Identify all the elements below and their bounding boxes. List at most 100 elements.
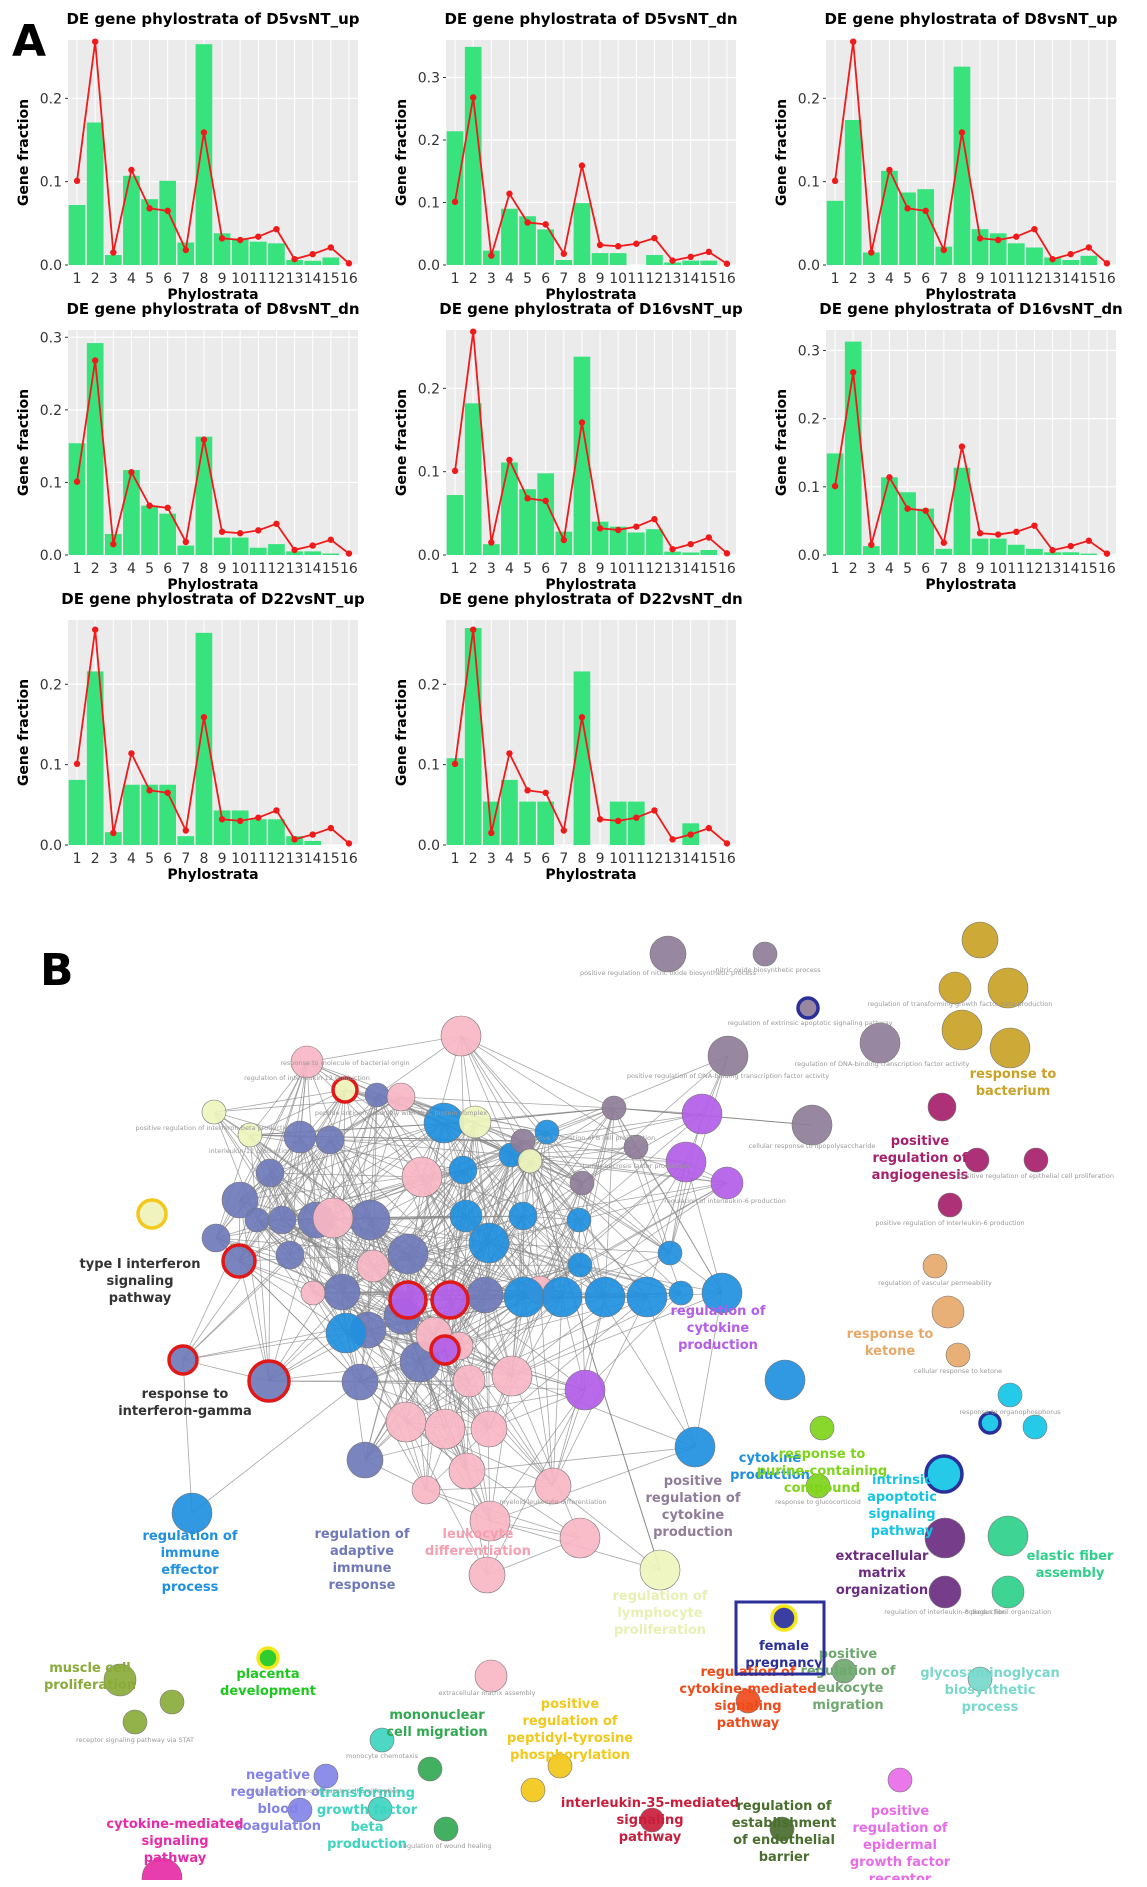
y-tick-label: 0.1: [418, 196, 440, 212]
cluster-label-line: regulation of: [143, 1529, 238, 1544]
y-axis-label: Gene fraction: [394, 389, 410, 496]
cluster-label-line: adaptive: [330, 1544, 394, 1559]
bar: [627, 532, 645, 555]
y-tick-label: 0.2: [40, 91, 62, 107]
network-node: [517, 1148, 543, 1174]
bar: [862, 546, 880, 555]
network-edge: [213, 1089, 346, 1113]
bar: [322, 553, 340, 555]
x-tick-label: 11: [249, 561, 267, 577]
small-node-label: extracellular matrix assembly: [439, 1689, 536, 1697]
x-tick-label: 4: [885, 561, 894, 577]
x-tick-label: 9: [596, 561, 605, 577]
x-tick-label: 16: [340, 851, 358, 867]
cluster-label-line: regulation of: [231, 1785, 326, 1800]
bar: [573, 356, 591, 555]
x-tick-label: 12: [268, 851, 286, 867]
cluster-label-line: positive: [541, 1697, 600, 1712]
line-point: [110, 249, 117, 256]
x-tick-label: 2: [91, 851, 100, 867]
small-node-label: monocyte chemotaxis: [346, 1752, 419, 1760]
network-node: [388, 1280, 428, 1320]
x-tick-label: 2: [469, 851, 478, 867]
x-tick-label: 11: [627, 851, 645, 867]
line-point: [236, 236, 244, 244]
bar: [989, 233, 1007, 265]
line-point: [651, 515, 658, 523]
bar: [501, 462, 518, 555]
x-tick-label: 14: [682, 851, 700, 867]
network-edge: [511, 1375, 581, 1539]
bar: [700, 550, 718, 555]
network-edge: [489, 1389, 586, 1522]
bar: [935, 548, 953, 555]
network-node: [534, 1119, 560, 1145]
line-point: [705, 248, 713, 256]
cluster-label-line: positive: [891, 1134, 950, 1149]
network-edge: [443, 1122, 541, 1291]
cluster-label: regulation of establishment of endothelial…: [732, 1799, 837, 1865]
line-point: [904, 205, 911, 212]
cluster-label-line: differentiation: [425, 1544, 531, 1559]
cluster-label: glycosaminoglycan biosynthetic process: [920, 1666, 1060, 1715]
cluster-label: intrinsic apoptotic signaling pathway: [867, 1473, 937, 1539]
bar: [881, 170, 898, 265]
small-node-label: peptide antigen assembly with MHC protei…: [315, 1109, 487, 1117]
cluster-label-line: phosphorylation: [510, 1748, 630, 1763]
cluster-label-line: glycosaminoglycan: [920, 1666, 1060, 1681]
network-edge: [529, 1160, 580, 1221]
network-node: [735, 1688, 761, 1714]
small-node-label: positive regulation of epithelial cell p…: [958, 1172, 1114, 1180]
network-node: [312, 1197, 354, 1239]
line-point: [560, 827, 568, 834]
cluster-label-line: lymphocyte: [617, 1606, 702, 1621]
line-point: [91, 357, 99, 364]
panel-a-label: A: [12, 16, 47, 67]
y-tick-label: 0.2: [418, 381, 440, 397]
go-enrichment-network: type I interferon signaling pathway respons…: [44, 921, 1114, 1880]
line-point: [1103, 260, 1111, 267]
network-node: [707, 1035, 749, 1077]
x-tick-label: 4: [885, 271, 894, 287]
x-tick-label: 6: [163, 561, 172, 577]
network-edge: [552, 1296, 563, 1487]
line-point: [705, 824, 713, 832]
bar: [104, 832, 122, 845]
network-node: [769, 1816, 795, 1842]
cluster-label-line: growth factor: [850, 1855, 951, 1870]
network-edge: [239, 1122, 445, 1201]
x-tick-label: 11: [1007, 271, 1025, 287]
network-node: [503, 1276, 545, 1318]
network-edge: [685, 1161, 723, 1294]
x-tick-label: 5: [145, 271, 154, 287]
cluster-label-line: positive: [819, 1647, 878, 1662]
network-node: [922, 1253, 948, 1279]
line-point: [723, 840, 731, 847]
x-tick-label: 11: [249, 851, 267, 867]
network-edge: [238, 1260, 361, 1383]
line-point: [994, 236, 1002, 244]
network-node: [346, 1441, 384, 1479]
network-node: [791, 1104, 833, 1146]
cluster-label-line: proliferation: [44, 1678, 136, 1693]
line-point: [146, 502, 153, 509]
cluster-label: positive regulation of angiogenesis: [872, 1134, 969, 1183]
x-tick-label: 5: [145, 561, 154, 577]
network-edge: [359, 1381, 490, 1430]
chart-title: DE gene phylostrata of D22vsNT_up: [61, 590, 365, 608]
cluster-label: interleukin-35-mediated signaling pathway: [561, 1796, 739, 1845]
line-point: [73, 177, 81, 185]
small-node-label: regulation of wound healing: [400, 1842, 491, 1850]
small-node-label: regulation of interleukin-6 production: [664, 1197, 786, 1205]
x-tick-label: 13: [286, 851, 304, 867]
x-tick-label: 15: [700, 561, 718, 577]
x-axis-label: Phylostrata: [545, 287, 636, 303]
network-edge: [510, 1154, 606, 1298]
x-tick-label: 13: [664, 271, 682, 287]
y-tick-label: 0.3: [418, 71, 440, 87]
line-point: [1067, 542, 1074, 550]
small-node-label: response to organophosphorus: [960, 1408, 1062, 1416]
line-point: [687, 253, 694, 261]
cluster-label-line: bacterium: [976, 1084, 1050, 1099]
line-point: [687, 831, 694, 838]
